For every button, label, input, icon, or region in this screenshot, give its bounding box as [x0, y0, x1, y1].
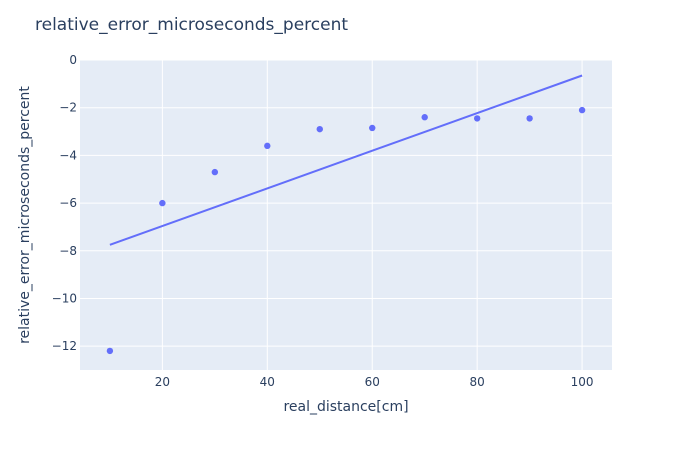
data-point — [159, 199, 166, 207]
data-point — [211, 168, 219, 176]
x-tick-label: 20 — [155, 375, 170, 389]
data-point — [369, 124, 376, 132]
x-tick-label: 100 — [571, 375, 594, 389]
trend-line — [109, 74, 583, 246]
data-point — [421, 114, 428, 121]
plot-background — [80, 60, 612, 370]
y-tick-label: 0 — [69, 53, 77, 67]
data-point — [106, 347, 114, 355]
chart-title: relative_error_microseconds_percent — [35, 15, 348, 35]
data-point — [526, 115, 533, 122]
x-tick-label: 40 — [260, 375, 275, 389]
x-axis-title: real_distance[cm] — [283, 399, 408, 415]
grid-layer — [80, 59, 612, 370]
data-point — [264, 142, 271, 150]
x-tick-label: 80 — [470, 375, 485, 389]
data-point — [578, 106, 586, 114]
data-layer — [106, 74, 586, 355]
y-tick-label: −2 — [59, 101, 77, 115]
y-tick-label: −6 — [59, 196, 77, 210]
y-tick-label: −10 — [52, 291, 77, 305]
data-point — [316, 125, 323, 133]
x-tick-label: 60 — [365, 375, 380, 389]
tick-layer: 20 40 60 80 100 0 −2 −4 −6 −8 −10 −12 — [52, 53, 594, 389]
y-tick-label: −12 — [52, 339, 77, 353]
y-tick-label: −8 — [59, 244, 77, 258]
y-axis-title: relative_error_microseconds_percent — [17, 86, 33, 344]
y-tick-label: −4 — [59, 148, 77, 162]
data-point — [473, 115, 481, 122]
